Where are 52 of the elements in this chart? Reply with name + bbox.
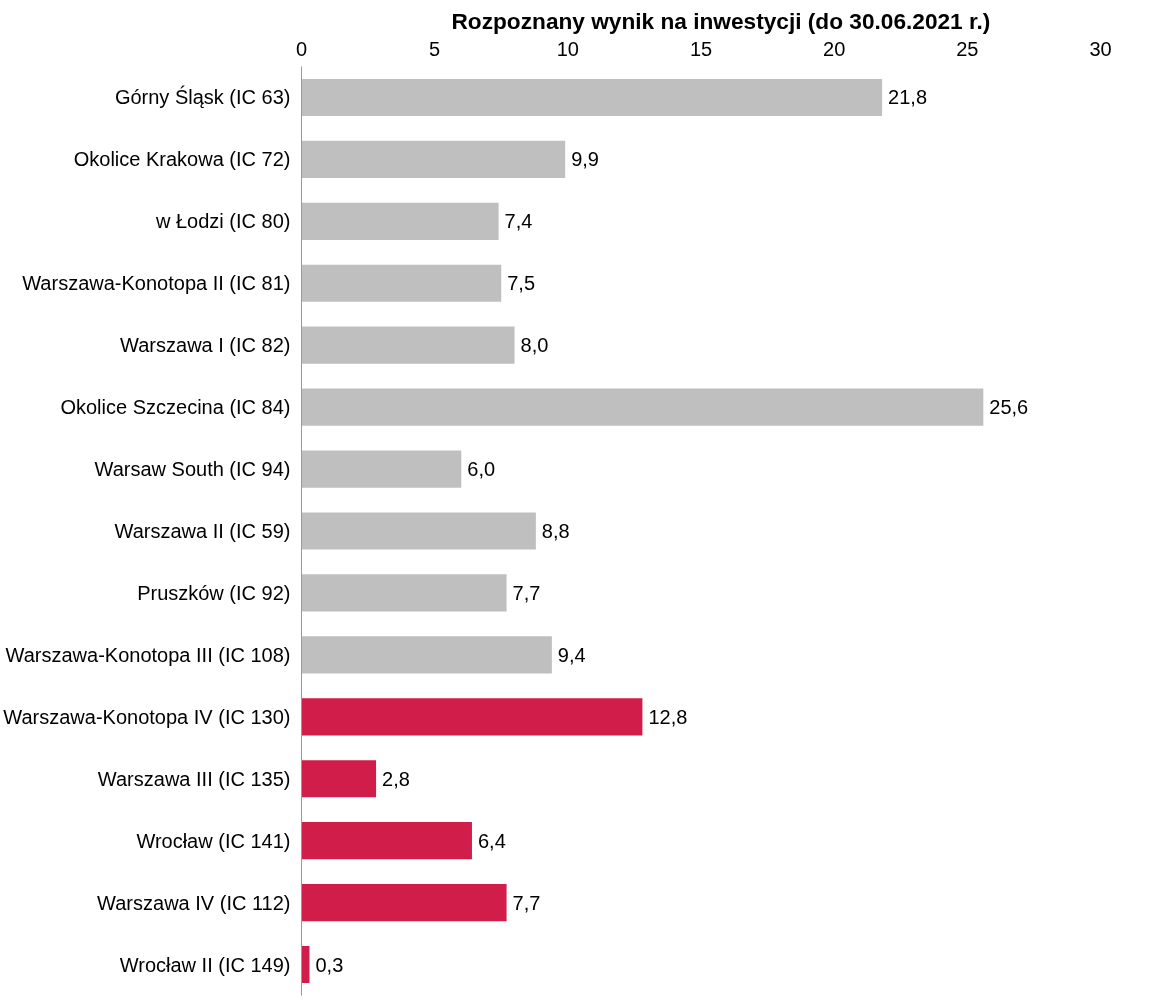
bar xyxy=(301,326,515,364)
y-tick-label: Warszawa II (IC 59) xyxy=(114,520,291,542)
y-tick-label: Pruszków (IC 92) xyxy=(137,581,291,604)
y-tick-label: Wrocław II (IC 149) xyxy=(119,953,291,976)
data-label: 2,8 xyxy=(382,767,410,790)
data-label: 21,8 xyxy=(888,86,928,109)
y-tick-label: Wrocław (IC 141) xyxy=(136,829,291,852)
bar xyxy=(301,698,643,736)
y-tick-label: Warszawa-Konotopa II (IC 81) xyxy=(22,272,291,295)
data-label: 7,4 xyxy=(504,210,533,233)
x-tick-label: 20 xyxy=(823,37,846,60)
bar xyxy=(301,822,472,860)
x-tick-label: 0 xyxy=(295,37,308,60)
y-tick-label: Warszawa I (IC 82) xyxy=(120,334,291,357)
bar xyxy=(301,264,502,302)
data-label: 6,0 xyxy=(467,458,496,481)
bar xyxy=(301,202,499,240)
y-tick-label: Warszawa-Konotopa IV (IC 130) xyxy=(3,705,291,728)
y-tick-label: Okolice Krakowa (IC 72) xyxy=(73,148,291,171)
x-tick-label: 5 xyxy=(429,37,441,60)
data-label: 6,4 xyxy=(477,829,506,852)
bar xyxy=(301,760,377,798)
chart-title: Rozpoznany wynik na inwestycji (do 30.06.2021 r.) xyxy=(451,7,991,34)
data-label: 7,7 xyxy=(512,581,541,604)
data-label: 25,6 xyxy=(989,396,1029,419)
bar xyxy=(301,388,984,426)
data-label: 0,3 xyxy=(315,953,344,976)
y-tick-label: Warszawa-Konotopa III (IC 108) xyxy=(5,643,291,666)
x-tick-label: 30 xyxy=(1089,37,1112,60)
data-label: 12,8 xyxy=(648,705,688,728)
data-label: 7,5 xyxy=(507,272,536,295)
y-tick-label: Okolice Szczecina (IC 84) xyxy=(60,396,291,419)
bar xyxy=(301,78,883,117)
data-label: 9,4 xyxy=(557,643,586,666)
bar xyxy=(301,574,507,612)
x-tick-label: 15 xyxy=(689,37,713,60)
data-label: 9,9 xyxy=(571,148,599,171)
y-tick-label: Warsaw South (IC 94) xyxy=(94,458,291,481)
x-tick-label: 10 xyxy=(556,37,579,60)
bar xyxy=(301,512,536,550)
bar xyxy=(301,636,552,674)
x-tick-label: 25 xyxy=(956,37,979,60)
data-label: 8,0 xyxy=(520,334,549,357)
y-tick-label: w Łodzi (IC 80) xyxy=(155,210,291,233)
bar xyxy=(301,884,507,922)
bar xyxy=(301,450,462,488)
data-label: 7,7 xyxy=(512,891,541,914)
y-tick-label: Warszawa III (IC 135) xyxy=(97,767,291,790)
data-label: 8,8 xyxy=(541,520,570,542)
bar xyxy=(301,140,566,178)
y-tick-label: Warszawa IV (IC 112) xyxy=(97,891,291,914)
y-tick-label: Górny Śląsk (IC 63) xyxy=(114,85,291,109)
